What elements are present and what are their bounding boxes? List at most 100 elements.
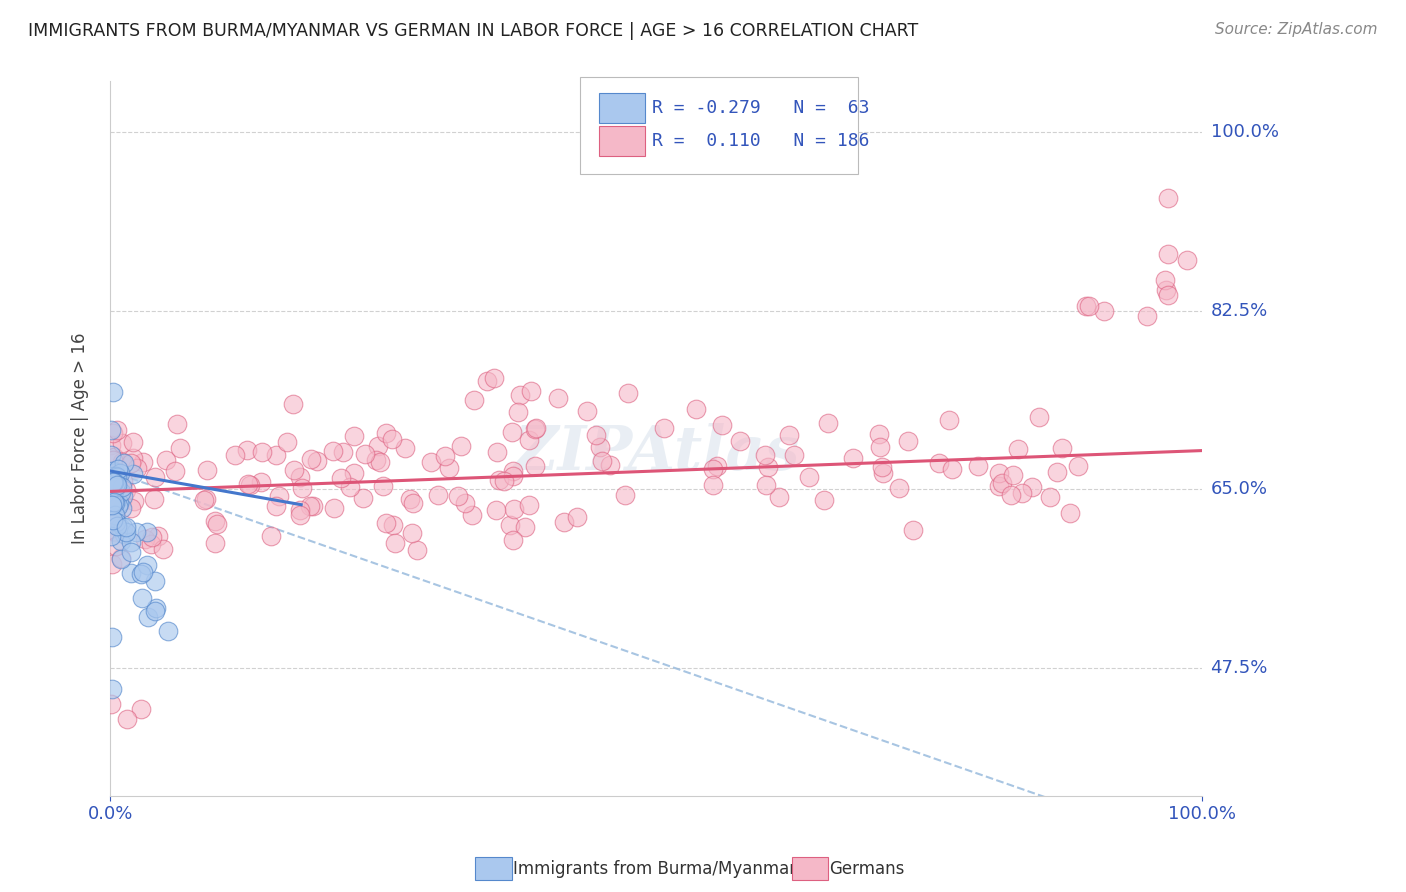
Point <box>419 455 441 469</box>
Point <box>755 478 778 492</box>
Point <box>394 441 416 455</box>
Point <box>382 518 405 533</box>
Point <box>685 401 707 416</box>
Point <box>501 425 523 439</box>
Point <box>101 498 124 512</box>
Point <box>195 492 218 507</box>
Point <box>447 489 470 503</box>
Point <box>433 450 456 464</box>
Text: 65.0%: 65.0% <box>1211 481 1268 499</box>
Point <box>101 631 124 645</box>
Text: Germans: Germans <box>830 860 905 878</box>
Point <box>1000 488 1022 502</box>
Point <box>129 702 152 716</box>
Text: 47.5%: 47.5% <box>1211 659 1268 677</box>
Point <box>288 508 311 523</box>
Point <box>1001 468 1024 483</box>
Point <box>169 441 191 455</box>
Text: R = -0.279   N =  63: R = -0.279 N = 63 <box>652 99 869 117</box>
Point <box>499 518 522 533</box>
Point <box>406 542 429 557</box>
Point <box>711 417 734 432</box>
Point <box>264 448 287 462</box>
Point <box>120 544 142 558</box>
Point <box>104 508 127 523</box>
Point <box>494 474 516 488</box>
Point <box>107 423 129 437</box>
Point <box>339 480 361 494</box>
Point <box>1059 507 1081 521</box>
Point <box>1092 303 1115 318</box>
Point <box>1021 480 1043 494</box>
Point <box>778 427 800 442</box>
Point <box>112 489 135 503</box>
Point <box>104 495 127 509</box>
Point <box>368 455 391 469</box>
Point <box>120 457 142 471</box>
Point <box>524 422 547 436</box>
Point <box>1007 442 1029 456</box>
Point <box>503 501 526 516</box>
Point <box>145 601 167 615</box>
Point <box>105 465 128 479</box>
Point <box>122 450 145 465</box>
Point <box>547 391 569 405</box>
Point <box>104 508 127 522</box>
Point <box>486 444 509 458</box>
Point <box>101 464 124 478</box>
Point <box>114 525 136 540</box>
Point <box>302 499 325 513</box>
Point <box>938 413 960 427</box>
Point <box>100 423 122 437</box>
Point <box>817 417 839 431</box>
Point <box>115 520 138 534</box>
Point <box>103 491 125 506</box>
Point <box>299 452 322 467</box>
Point <box>1157 191 1180 205</box>
Point <box>506 405 529 419</box>
Point <box>103 495 125 509</box>
Point <box>100 448 122 462</box>
Point <box>332 445 354 459</box>
Point <box>105 539 128 553</box>
Point <box>132 566 155 580</box>
Point <box>343 429 366 443</box>
Text: IMMIGRANTS FROM BURMA/MYANMAR VS GERMAN IN LABOR FORCE | AGE > 16 CORRELATION CH: IMMIGRANTS FROM BURMA/MYANMAR VS GERMAN … <box>28 22 918 40</box>
Point <box>401 496 423 510</box>
Point <box>887 482 910 496</box>
Point <box>1175 252 1198 267</box>
Point <box>103 476 125 491</box>
FancyBboxPatch shape <box>599 126 645 156</box>
Point <box>1011 485 1033 500</box>
Point <box>329 471 352 485</box>
Point <box>702 462 724 476</box>
Point <box>205 517 228 532</box>
Point <box>401 525 423 540</box>
Point <box>450 440 472 454</box>
Point <box>103 450 125 464</box>
Point <box>122 494 145 508</box>
Point <box>125 461 148 475</box>
Point <box>485 502 508 516</box>
Point <box>105 519 128 533</box>
Point <box>111 474 134 488</box>
Point <box>291 481 314 495</box>
Point <box>1046 465 1069 479</box>
Text: Source: ZipAtlas.com: Source: ZipAtlas.com <box>1215 22 1378 37</box>
Point <box>987 478 1010 492</box>
Point <box>966 458 988 473</box>
Point <box>115 483 138 497</box>
Point <box>250 445 273 459</box>
Point <box>100 529 122 543</box>
Point <box>101 506 124 520</box>
Text: ZIPAtlas: ZIPAtlas <box>513 423 800 483</box>
Point <box>1077 299 1099 313</box>
Point <box>283 463 305 477</box>
Point <box>110 477 132 491</box>
FancyBboxPatch shape <box>579 78 858 174</box>
Point <box>117 712 139 726</box>
Text: 100.0%: 100.0% <box>1211 123 1278 141</box>
Point <box>589 440 612 454</box>
Point <box>728 434 751 448</box>
Point <box>454 495 477 509</box>
